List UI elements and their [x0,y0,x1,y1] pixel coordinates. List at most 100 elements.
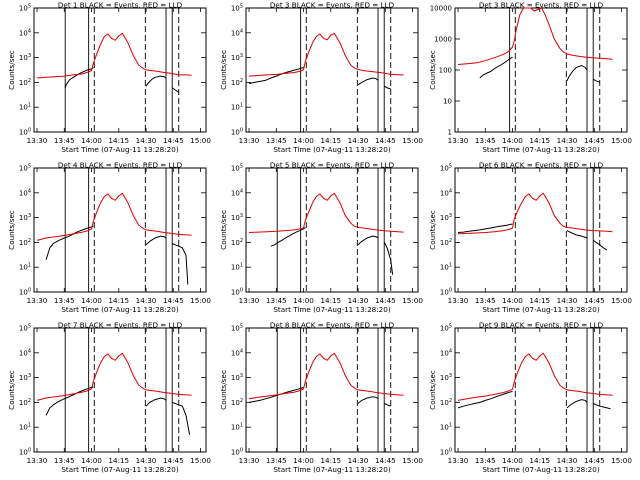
x-axis-label: Start Time (07-Aug-11 13:28:20) [273,305,390,314]
y-tick-label: 100 [19,288,31,297]
x-axis-label: Start Time (07-Aug-11 13:28:20) [61,145,178,154]
panel-det-2: Det 3 BLACK = Events, RED = LLD 13:30 13:4… [219,1,423,155]
y-tick-label: 103 [440,213,452,222]
x-tick-label: 15:00 [402,456,423,465]
plot-frame [245,327,419,453]
events-series-line [64,67,94,89]
panel-det-8: Det 8 BLACK = Events, RED = LLD 13:30 13:4… [219,321,423,475]
lld-series-line [248,192,404,233]
y-tick-label: 105 [231,324,243,333]
events-series-line [357,396,379,404]
x-tick-label: 13:30 [239,456,260,465]
x-tick-label: 13:30 [27,136,48,145]
panel-title: Det 1 BLACK = Events, RED = LLD [58,1,183,10]
events-series-line [357,235,379,246]
y-tick-label: 102 [19,78,31,87]
lld-series-line [457,192,613,235]
panel-title: Det 4 BLACK = Events, RED = LLD [58,161,183,170]
x-tick-label: 14:30 [348,136,369,145]
plot-frame [454,7,628,133]
x-tick-label: 14:15 [320,136,341,145]
x-tick-label: 14:15 [320,296,341,305]
x-axis-label: Start Time (07-Aug-11 13:28:20) [482,305,599,314]
x-tick-label: 13:45 [54,136,75,145]
y-tick-label: 103 [231,213,243,222]
x-tick-label: 14:00 [293,136,314,145]
y-tick-label: 100 [231,288,243,297]
x-tick-label: 14:15 [320,456,341,465]
x-tick-label: 14:00 [502,296,523,305]
y-tick-label: 100 [231,128,243,137]
y-tick-label: 104 [231,348,243,357]
y-tick-label: 102 [440,398,452,407]
x-tick-label: 14:45 [375,136,396,145]
events-series-line [172,401,191,435]
y-tick-label: 102 [231,78,243,87]
lld-series-line [36,192,192,241]
x-tick-label: 15:00 [190,136,211,145]
x-tick-label: 15:00 [402,296,423,305]
x-tick-label: 14:30 [348,296,369,305]
y-axis-label: Counts/sec [219,50,228,90]
y-tick-label: 105 [231,4,243,13]
y-tick-label: 103 [231,53,243,62]
x-tick-label: 14:00 [81,456,102,465]
panel-det-7: Det 7 BLACK = Events, RED = LLD 13:30 13:4… [7,321,211,475]
y-tick-label: 101 [19,263,31,272]
y-tick-label: 105 [19,324,31,333]
y-tick-label: 102 [231,398,243,407]
lld-series-line [457,7,613,65]
x-tick-label: 14:30 [136,296,157,305]
x-tick-label: 13:30 [448,456,469,465]
panel-title: Det 3 BLACK = Events, RED = LLD [270,1,395,10]
plot-frame [454,327,628,453]
y-tick-label: 104 [231,188,243,197]
panel-title: Det 9 BLACK = Events, RED = LLD [479,321,604,330]
panel-title: Det 7 BLACK = Events, RED = LLD [58,321,183,330]
lld-series-line [457,352,613,401]
x-tick-label: 14:15 [529,456,550,465]
y-tick-label: 100 [439,67,452,75]
x-tick-label: 14:15 [108,296,129,305]
events-series-line [145,397,167,407]
y-tick-label: 104 [231,28,243,37]
events-series-line [479,56,513,79]
y-tick-label: 104 [19,28,31,37]
y-tick-label: 101 [440,263,452,272]
x-tick-label: 14:00 [81,136,102,145]
y-tick-label: 105 [19,4,31,13]
y-axis-label: Counts/sec [7,210,16,250]
panel-det-6: Det 6 BLACK = Events, RED = LLD 13:30 13:4… [428,161,632,315]
panel-det-4: Det 4 BLACK = Events, RED = LLD 13:30 13:4… [7,161,211,315]
y-tick-label: 105 [440,324,452,333]
x-axis-label: Start Time (07-Aug-11 13:28:20) [482,145,599,154]
x-tick-label: 14:00 [502,136,523,145]
y-tick-label: 104 [19,348,31,357]
y-tick-label: 103 [440,373,452,382]
x-tick-label: 13:45 [475,456,496,465]
x-tick-label: 14:45 [584,456,605,465]
x-tick-label: 13:45 [266,136,287,145]
panel-title: Det 5 BLACK = Events, RED = LLD [270,161,395,170]
y-tick-label: 101 [19,423,31,432]
events-series-line [457,223,513,233]
y-axis-label: Counts/sec [428,210,437,250]
x-tick-label: 13:30 [27,456,48,465]
y-tick-label: 105 [231,164,243,173]
x-tick-label: 14:00 [293,456,314,465]
y-tick-label: 104 [440,348,452,357]
x-tick-label: 14:45 [584,296,605,305]
y-tick-label: 102 [231,238,243,247]
x-tick-label: 15:00 [190,296,211,305]
x-tick-label: 13:30 [27,296,48,305]
x-tick-label: 13:30 [239,296,260,305]
x-tick-label: 14:15 [108,456,129,465]
events-series-line [270,227,306,247]
events-series-line [172,243,189,285]
x-tick-label: 15:00 [611,136,632,145]
lld-series-line [248,32,404,77]
x-tick-label: 13:45 [266,456,287,465]
y-tick-label: 100 [440,448,452,457]
x-tick-label: 15:00 [402,136,423,145]
x-tick-label: 14:45 [375,456,396,465]
